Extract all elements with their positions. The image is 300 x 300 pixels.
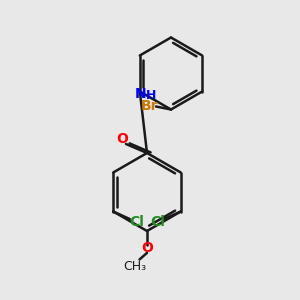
- Text: CH₃: CH₃: [123, 260, 147, 274]
- Text: O: O: [116, 132, 128, 146]
- Text: O: O: [141, 241, 153, 255]
- Text: Cl: Cl: [150, 215, 165, 229]
- Text: Cl: Cl: [129, 215, 144, 229]
- Text: H: H: [146, 89, 156, 102]
- Text: N: N: [135, 87, 146, 101]
- Text: Br: Br: [141, 99, 158, 113]
